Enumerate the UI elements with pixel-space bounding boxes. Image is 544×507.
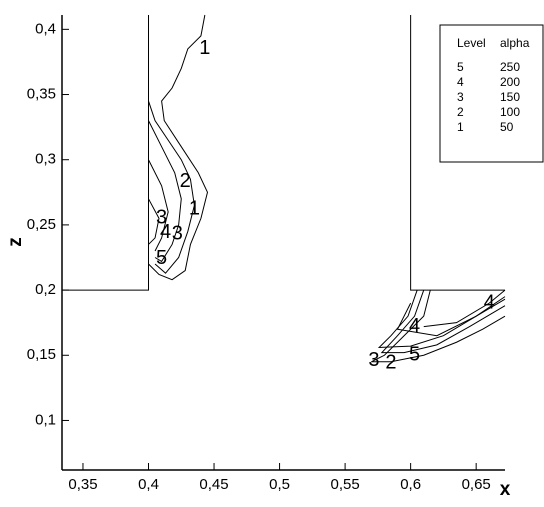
contour-line [148, 14, 209, 281]
contour-line [380, 289, 506, 354]
contour-label: 3 [172, 222, 183, 244]
contour-label: 4 [160, 221, 171, 243]
boundary-line [410, 15, 505, 291]
contour-label: 3 [368, 349, 379, 371]
contour-line [423, 289, 506, 328]
y-tick-label: 0,1 [35, 411, 56, 428]
y-tick-label: 0,35 [27, 85, 56, 102]
x-tick-label: 0,65 [462, 476, 491, 493]
legend-cell: 5 [457, 60, 464, 74]
y-tick-label: 0,3 [35, 151, 56, 168]
legend-cell: 100 [500, 105, 520, 119]
contour-line [148, 198, 160, 245]
contour-line [148, 159, 169, 252]
legend-cell: 200 [500, 75, 520, 89]
y-tick-label: 0,2 [35, 281, 56, 298]
contour-label: 3 [156, 207, 167, 229]
legend-cell: 3 [457, 90, 464, 104]
legend-box [439, 24, 544, 163]
contour-line [396, 296, 506, 337]
legend-cell: 4 [457, 75, 464, 89]
legend-cell: 1 [457, 120, 464, 134]
x-tick-label: 0,55 [330, 476, 359, 493]
contour-label: 1 [189, 198, 200, 220]
x-tick-label: 0,6 [400, 476, 421, 493]
legend-cell: 150 [500, 90, 520, 104]
x-tick-label: 0,4 [138, 476, 159, 493]
contour-label: 2 [180, 170, 191, 192]
y-tick-label: 0,15 [27, 346, 56, 363]
contour-label: 1 [199, 37, 210, 59]
contour-label: 2 [385, 351, 396, 373]
x-tick-label: 0,5 [269, 476, 290, 493]
contour-label: 4 [409, 315, 420, 337]
contour-label: 4 [484, 291, 495, 313]
contour-line [148, 120, 182, 263]
x-tick-label: 0,45 [199, 476, 228, 493]
legend-header: alpha [500, 36, 530, 50]
y-tick-label: 0,25 [27, 216, 56, 233]
x-axis-label: x [500, 479, 511, 500]
y-tick-label: 0,4 [35, 20, 56, 37]
legend-header: Level [457, 36, 486, 50]
x-tick-label: 0,35 [68, 476, 97, 493]
contour-label: 5 [156, 247, 167, 269]
contour-line [148, 100, 195, 274]
legend-cell: 50 [500, 120, 514, 134]
y-axis-label: z [5, 237, 26, 247]
contour-label: 5 [409, 344, 420, 366]
boundary-line [62, 15, 150, 291]
contour-line [371, 289, 506, 363]
legend-cell: 250 [500, 60, 520, 74]
legend-cell: 2 [457, 105, 464, 119]
